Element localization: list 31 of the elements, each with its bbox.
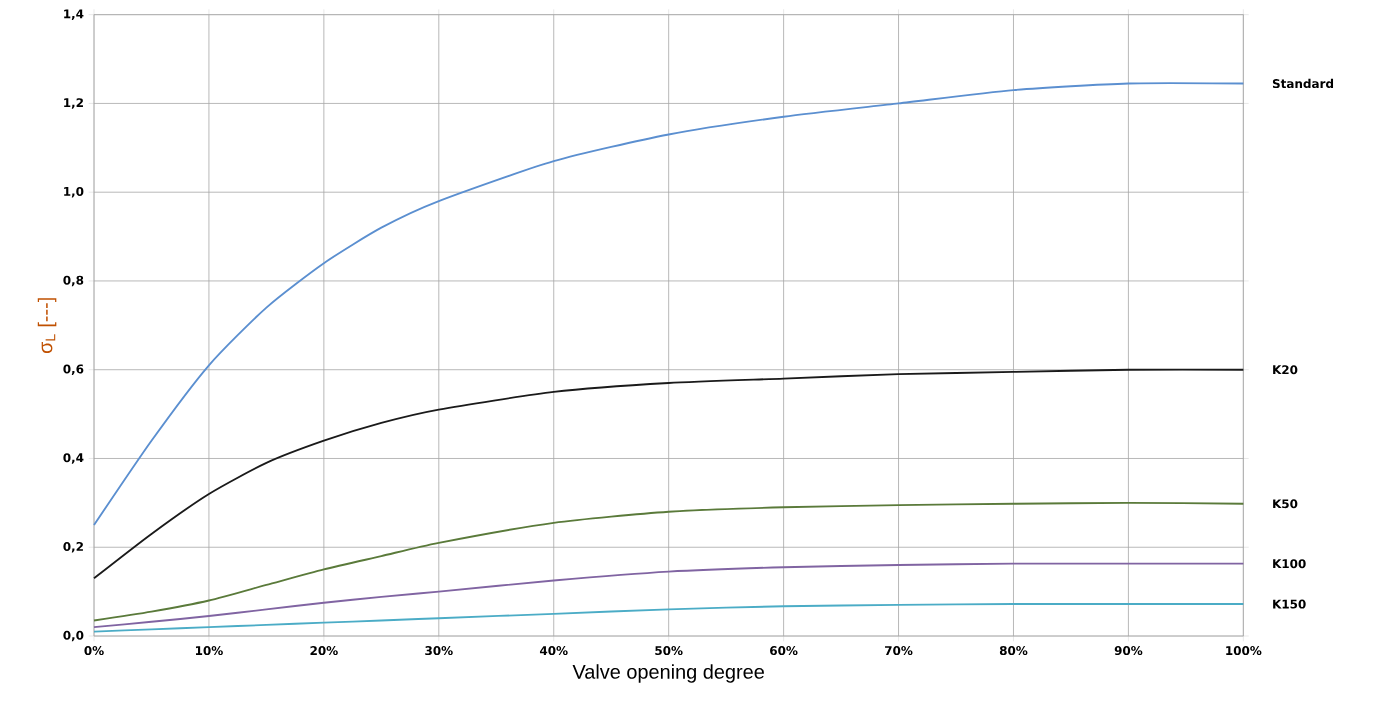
x-tick-label: 20% xyxy=(310,646,338,656)
x-axis-title: Valve opening degree xyxy=(572,664,764,683)
x-tick-label: 60% xyxy=(770,646,798,656)
x-tick-label: 40% xyxy=(539,646,568,656)
line-series xyxy=(93,603,1245,633)
y-tick-label: 0,0 xyxy=(63,630,84,642)
y-tick-label: 1,0 xyxy=(64,186,84,198)
line-series xyxy=(93,82,1245,526)
text: K150 xyxy=(1273,599,1306,609)
y-tick-label: 0,4 xyxy=(63,453,84,464)
x-tick-label: 90% xyxy=(1114,646,1143,656)
x-tick-label: 10% xyxy=(195,646,223,656)
line-series xyxy=(93,501,1245,622)
y-tick-label: 1,2 xyxy=(64,98,83,109)
y-tick-label: 1,4 xyxy=(64,9,84,20)
x-tick-label: 70% xyxy=(885,646,913,656)
x-tick-label: 50% xyxy=(655,646,683,656)
x-tick-label: 0% xyxy=(84,646,104,656)
y-tick-label: 0,8 xyxy=(63,275,84,287)
y-tick-label: 0,6 xyxy=(63,364,84,376)
x-tick-label: 100% xyxy=(1226,646,1262,656)
line-series xyxy=(93,562,1245,629)
y-tick-label: 0,2 xyxy=(63,541,83,553)
text: K100 xyxy=(1273,559,1306,569)
y-axis-title: σ$_{L}$ [---] xyxy=(37,298,57,354)
x-tick-label: 30% xyxy=(425,646,453,656)
line-series xyxy=(93,368,1245,580)
x-tick-label: 80% xyxy=(999,646,1028,656)
text: K50 xyxy=(1273,499,1298,509)
text: K20 xyxy=(1273,365,1298,375)
text: Standard xyxy=(1272,78,1334,89)
